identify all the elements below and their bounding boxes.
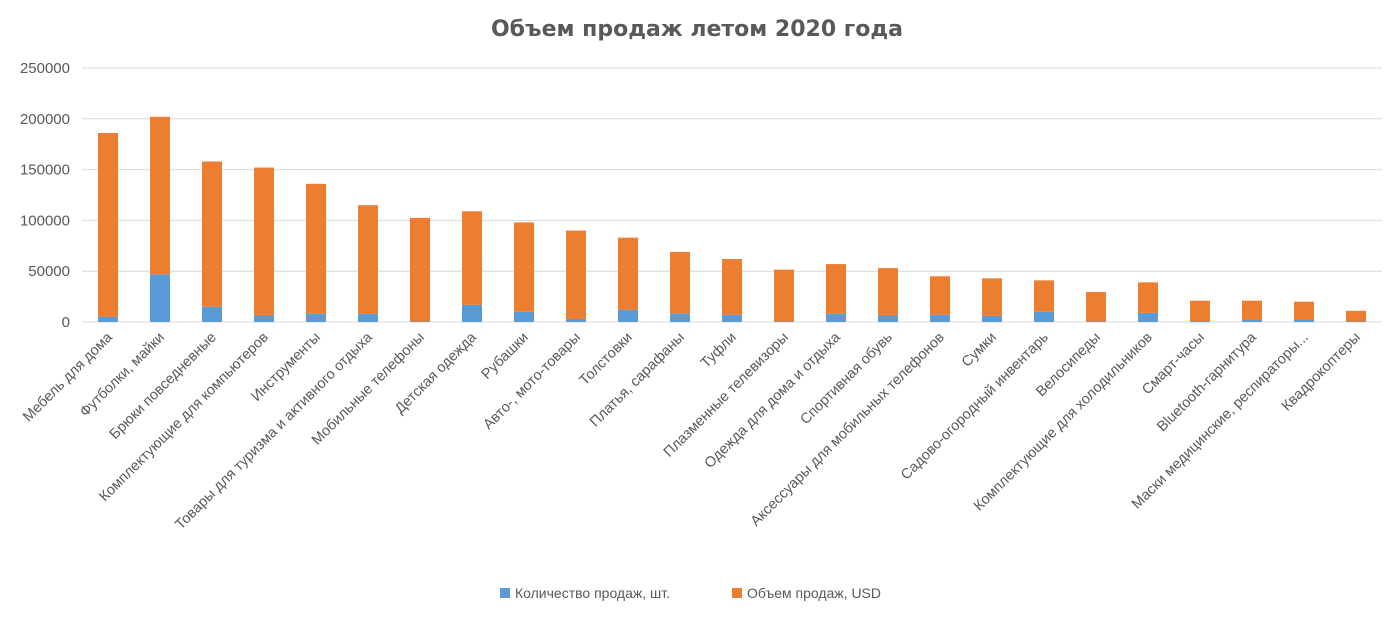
bar-segment-series-2: [150, 116, 170, 275]
x-category-label: Сумки: [959, 330, 1000, 371]
chart-title: Объем продаж летом 2020 года: [491, 17, 903, 42]
bar-segment-series-1: [618, 309, 638, 322]
y-tick-label: 150000: [20, 162, 70, 179]
y-tick-label: 200000: [20, 111, 70, 128]
bar-segment-series-1: [1294, 319, 1314, 322]
bar-segment-series-1: [774, 321, 794, 322]
legend: Количество продаж, шт. Объем продаж, USD: [500, 585, 881, 601]
bar-segment-series-2: [566, 230, 586, 319]
bar-segment-series-2: [670, 251, 690, 314]
legend-label: Объем продаж, USD: [747, 585, 881, 601]
x-category-label: Bluetooth-гарнитура: [1154, 329, 1260, 435]
bar-segment-series-1: [1346, 321, 1366, 322]
bar-segment-series-1: [930, 314, 950, 322]
bar-segment-series-2: [462, 211, 482, 305]
bar-segment-series-1: [410, 321, 430, 322]
bar-segment-series-2: [1190, 300, 1210, 321]
bar-segment-series-2: [254, 167, 274, 315]
bar-segment-series-2: [826, 264, 846, 314]
bar-segment-series-1: [1242, 319, 1262, 322]
bar-segment-series-2: [514, 222, 534, 312]
legend-swatch: [500, 588, 510, 598]
x-category-label: Мебель для дома: [20, 329, 116, 425]
bar-segment-series-2: [98, 133, 118, 317]
x-category-label: Рубашки: [479, 330, 532, 383]
bar-segment-series-2: [982, 278, 1002, 316]
y-tick-label: 0: [62, 314, 70, 331]
bar-segment-series-2: [358, 205, 378, 314]
bar-segment-series-1: [1190, 320, 1210, 322]
bar-segment-series-1: [358, 313, 378, 322]
bar-segment-series-1: [1034, 311, 1054, 322]
y-tick-label: 100000: [20, 212, 70, 229]
bars: [98, 116, 1366, 322]
bar-segment-series-1: [254, 314, 274, 322]
bar-segment-series-1: [566, 318, 586, 322]
bar-segment-series-1: [722, 314, 742, 322]
bar-segment-series-1: [98, 316, 118, 322]
legend-swatch: [732, 588, 742, 598]
bar-segment-series-2: [618, 237, 638, 310]
x-category-label: Авто-, мото-товары: [480, 330, 583, 433]
bar-segment-series-2: [774, 269, 794, 322]
bar-segment-series-1: [1086, 321, 1106, 322]
bar-segment-series-2: [410, 217, 430, 322]
legend-label: Количество продаж, шт.: [515, 585, 670, 601]
bar-segment-series-2: [306, 183, 326, 314]
bar-segment-series-2: [202, 161, 222, 307]
bar-segment-series-1: [982, 315, 1002, 322]
bar-segment-series-2: [930, 276, 950, 315]
bar-segment-series-2: [878, 268, 898, 315]
bar-segment-series-1: [514, 311, 534, 322]
x-category-label: Туфли: [698, 330, 740, 372]
x-category-label: Комплектующие для холодильников: [971, 329, 1156, 514]
x-category-label: Спортивная обувь: [797, 330, 895, 428]
bar-segment-series-2: [1138, 282, 1158, 313]
y-axis-tick-labels: 0 50000 100000 150000 200000 250000: [20, 60, 70, 331]
bar-segment-series-1: [826, 313, 846, 322]
bar-segment-series-2: [1346, 310, 1366, 322]
y-tick-label: 250000: [20, 60, 70, 77]
bar-segment-series-1: [150, 274, 170, 322]
x-category-label: Аксессуары для мобильных телефонов: [748, 329, 948, 529]
bar-segment-series-1: [202, 306, 222, 322]
x-category-label: Платья, сарафаны: [587, 330, 688, 431]
gridlines: [82, 67, 1382, 323]
bar-segment-series-1: [462, 304, 482, 322]
bar-segment-series-2: [1086, 292, 1106, 322]
bar-segment-series-1: [878, 314, 898, 322]
bar-segment-series-1: [670, 313, 690, 322]
bar-segment-series-2: [1034, 280, 1054, 312]
bar-segment-series-2: [1294, 301, 1314, 320]
bar-segment-series-1: [306, 313, 326, 322]
bar-segment-series-1: [1138, 312, 1158, 322]
bar-segment-series-2: [722, 259, 742, 315]
bar-segment-series-2: [1242, 300, 1262, 320]
y-tick-label: 50000: [28, 263, 70, 280]
x-category-label: Товары для туризма и активного отдыха: [172, 329, 376, 533]
